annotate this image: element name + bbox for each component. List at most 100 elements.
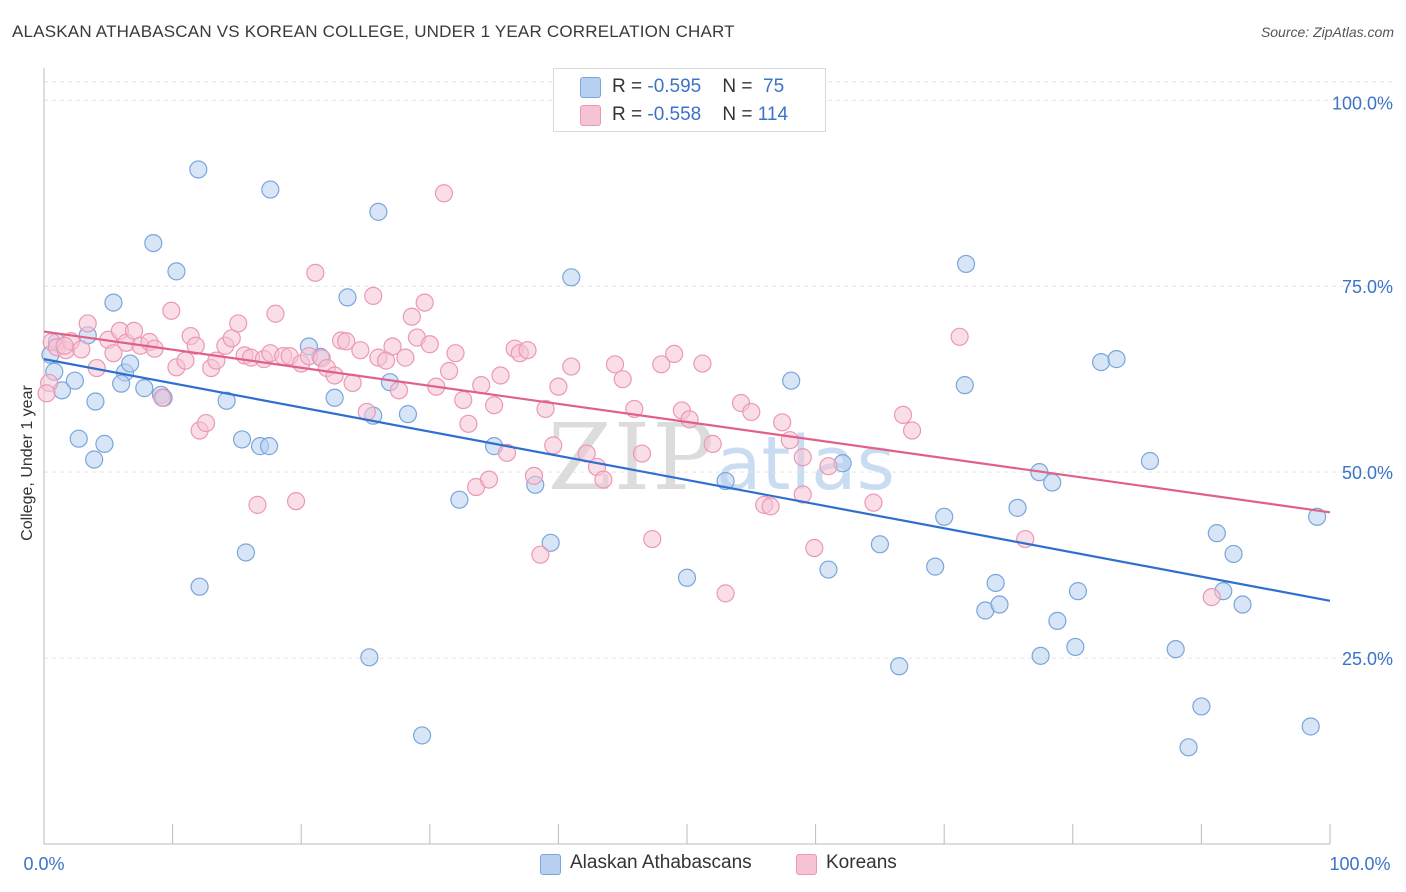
data-point-athabascan: [1308, 507, 1327, 526]
data-point-athabascan: [217, 391, 236, 410]
data-point-athabascan: [144, 233, 163, 253]
data-point-korean: [902, 421, 922, 440]
data-point-korean: [536, 399, 555, 419]
data-point-athabascan: [338, 288, 357, 307]
data-point-athabascan: [412, 726, 432, 745]
data-point-korean: [266, 304, 285, 323]
data-point-athabascan: [1166, 640, 1185, 659]
data-point-korean: [491, 366, 510, 385]
data-point-athabascan: [890, 657, 909, 676]
data-point-athabascan: [450, 490, 469, 509]
data-point-korean: [819, 457, 838, 476]
data-point-korean: [389, 381, 409, 400]
data-point-korean: [196, 413, 216, 433]
legend-label-athabascans: Alaskan Athabascans: [570, 852, 752, 873]
data-point-korean: [55, 336, 74, 355]
data-point-athabascan: [990, 595, 1009, 614]
data-point-athabascan: [1008, 498, 1027, 517]
data-point-athabascan: [1140, 451, 1160, 471]
data-point-korean: [454, 390, 473, 410]
data-point-korean: [351, 341, 370, 360]
data-point-korean: [325, 366, 344, 385]
data-point-korean: [716, 584, 735, 603]
stats-text-koreans: R = -0.558 N = 114: [612, 104, 788, 126]
data-point-korean: [1202, 587, 1221, 607]
data-point-korean: [72, 340, 91, 359]
data-point-korean: [531, 545, 550, 564]
data-point-athabascan: [1301, 717, 1320, 736]
source-credit: Source: ZipAtlas.com: [1260, 24, 1394, 40]
data-point-korean: [594, 470, 613, 489]
data-point-korean: [652, 355, 671, 374]
n-label: N =: [722, 76, 758, 97]
y-axis-label: College, Under 1 year: [19, 385, 36, 541]
data-point-korean: [153, 388, 172, 407]
data-point-athabascan: [95, 434, 114, 453]
data-point-korean: [446, 344, 465, 363]
data-point-korean: [893, 405, 913, 424]
data-point-athabascan: [261, 180, 280, 199]
data-point-korean: [742, 402, 761, 422]
stats-row-koreans: R = -0.558 N = 114: [554, 101, 825, 129]
legend-swatch-koreans: [796, 854, 817, 875]
trend-line-athabascan: [43, 358, 1331, 602]
data-point-korean: [780, 431, 799, 450]
data-point-athabascan: [190, 577, 209, 596]
data-point-athabascan: [1048, 611, 1067, 630]
y-tick-label: 25.0%: [1342, 649, 1393, 669]
data-point-athabascan: [69, 429, 88, 448]
data-point-athabascan: [677, 568, 697, 587]
data-point-athabascan: [935, 507, 954, 526]
r-value: -0.558: [647, 104, 702, 125]
data-point-korean: [544, 436, 563, 455]
data-point-athabascan: [112, 374, 131, 393]
data-point-korean: [950, 327, 969, 346]
data-point-athabascan: [167, 262, 186, 281]
data-point-korean: [605, 355, 625, 374]
r-label: R =: [612, 76, 648, 97]
n-value: 75: [763, 76, 785, 97]
data-point-athabascan: [189, 160, 208, 179]
data-point-korean: [396, 348, 415, 367]
data-point-korean: [665, 344, 684, 364]
data-point-athabascan: [819, 560, 838, 579]
data-point-athabascan: [1224, 544, 1243, 564]
data-point-korean: [415, 293, 434, 312]
data-point-korean: [364, 286, 383, 306]
data-point-athabascan: [135, 379, 154, 398]
data-point-korean: [229, 314, 248, 333]
y-tick-label: 100.0%: [1332, 93, 1393, 113]
data-point-korean: [104, 344, 123, 363]
data-point-korean: [176, 351, 195, 370]
data-point-athabascan: [1031, 646, 1050, 665]
data-point-athabascan: [1107, 350, 1126, 369]
stats-row-athabascans: R = -0.595 N = 75: [554, 73, 825, 101]
data-point-korean: [402, 307, 421, 326]
stats-swatch-koreans: [580, 105, 601, 126]
r-value: -0.595: [647, 76, 702, 97]
data-point-korean: [472, 376, 491, 395]
data-point-athabascan: [1179, 738, 1198, 757]
data-point-korean: [524, 466, 544, 485]
data-point-athabascan: [926, 557, 945, 576]
data-point-korean: [549, 377, 568, 396]
data-point-athabascan: [236, 543, 256, 562]
data-point-athabascan: [104, 293, 123, 312]
data-point-korean: [186, 336, 205, 355]
data-point-korean: [37, 384, 56, 403]
data-point-korean: [383, 337, 402, 356]
data-point-athabascan: [1192, 697, 1211, 716]
data-point-korean: [286, 492, 306, 511]
data-point-athabascan: [259, 437, 279, 456]
stats-swatch-athabascans: [580, 77, 601, 98]
data-point-korean: [562, 357, 581, 376]
data-point-athabascan: [870, 535, 890, 554]
data-point-athabascan: [956, 254, 976, 274]
data-point-korean: [306, 263, 325, 282]
data-point-athabascan: [232, 430, 252, 449]
data-point-korean: [337, 332, 356, 351]
data-point-athabascan: [86, 392, 105, 411]
data-point-athabascan: [85, 450, 104, 469]
data-point-korean: [643, 529, 662, 549]
data-point-athabascan: [782, 371, 801, 390]
